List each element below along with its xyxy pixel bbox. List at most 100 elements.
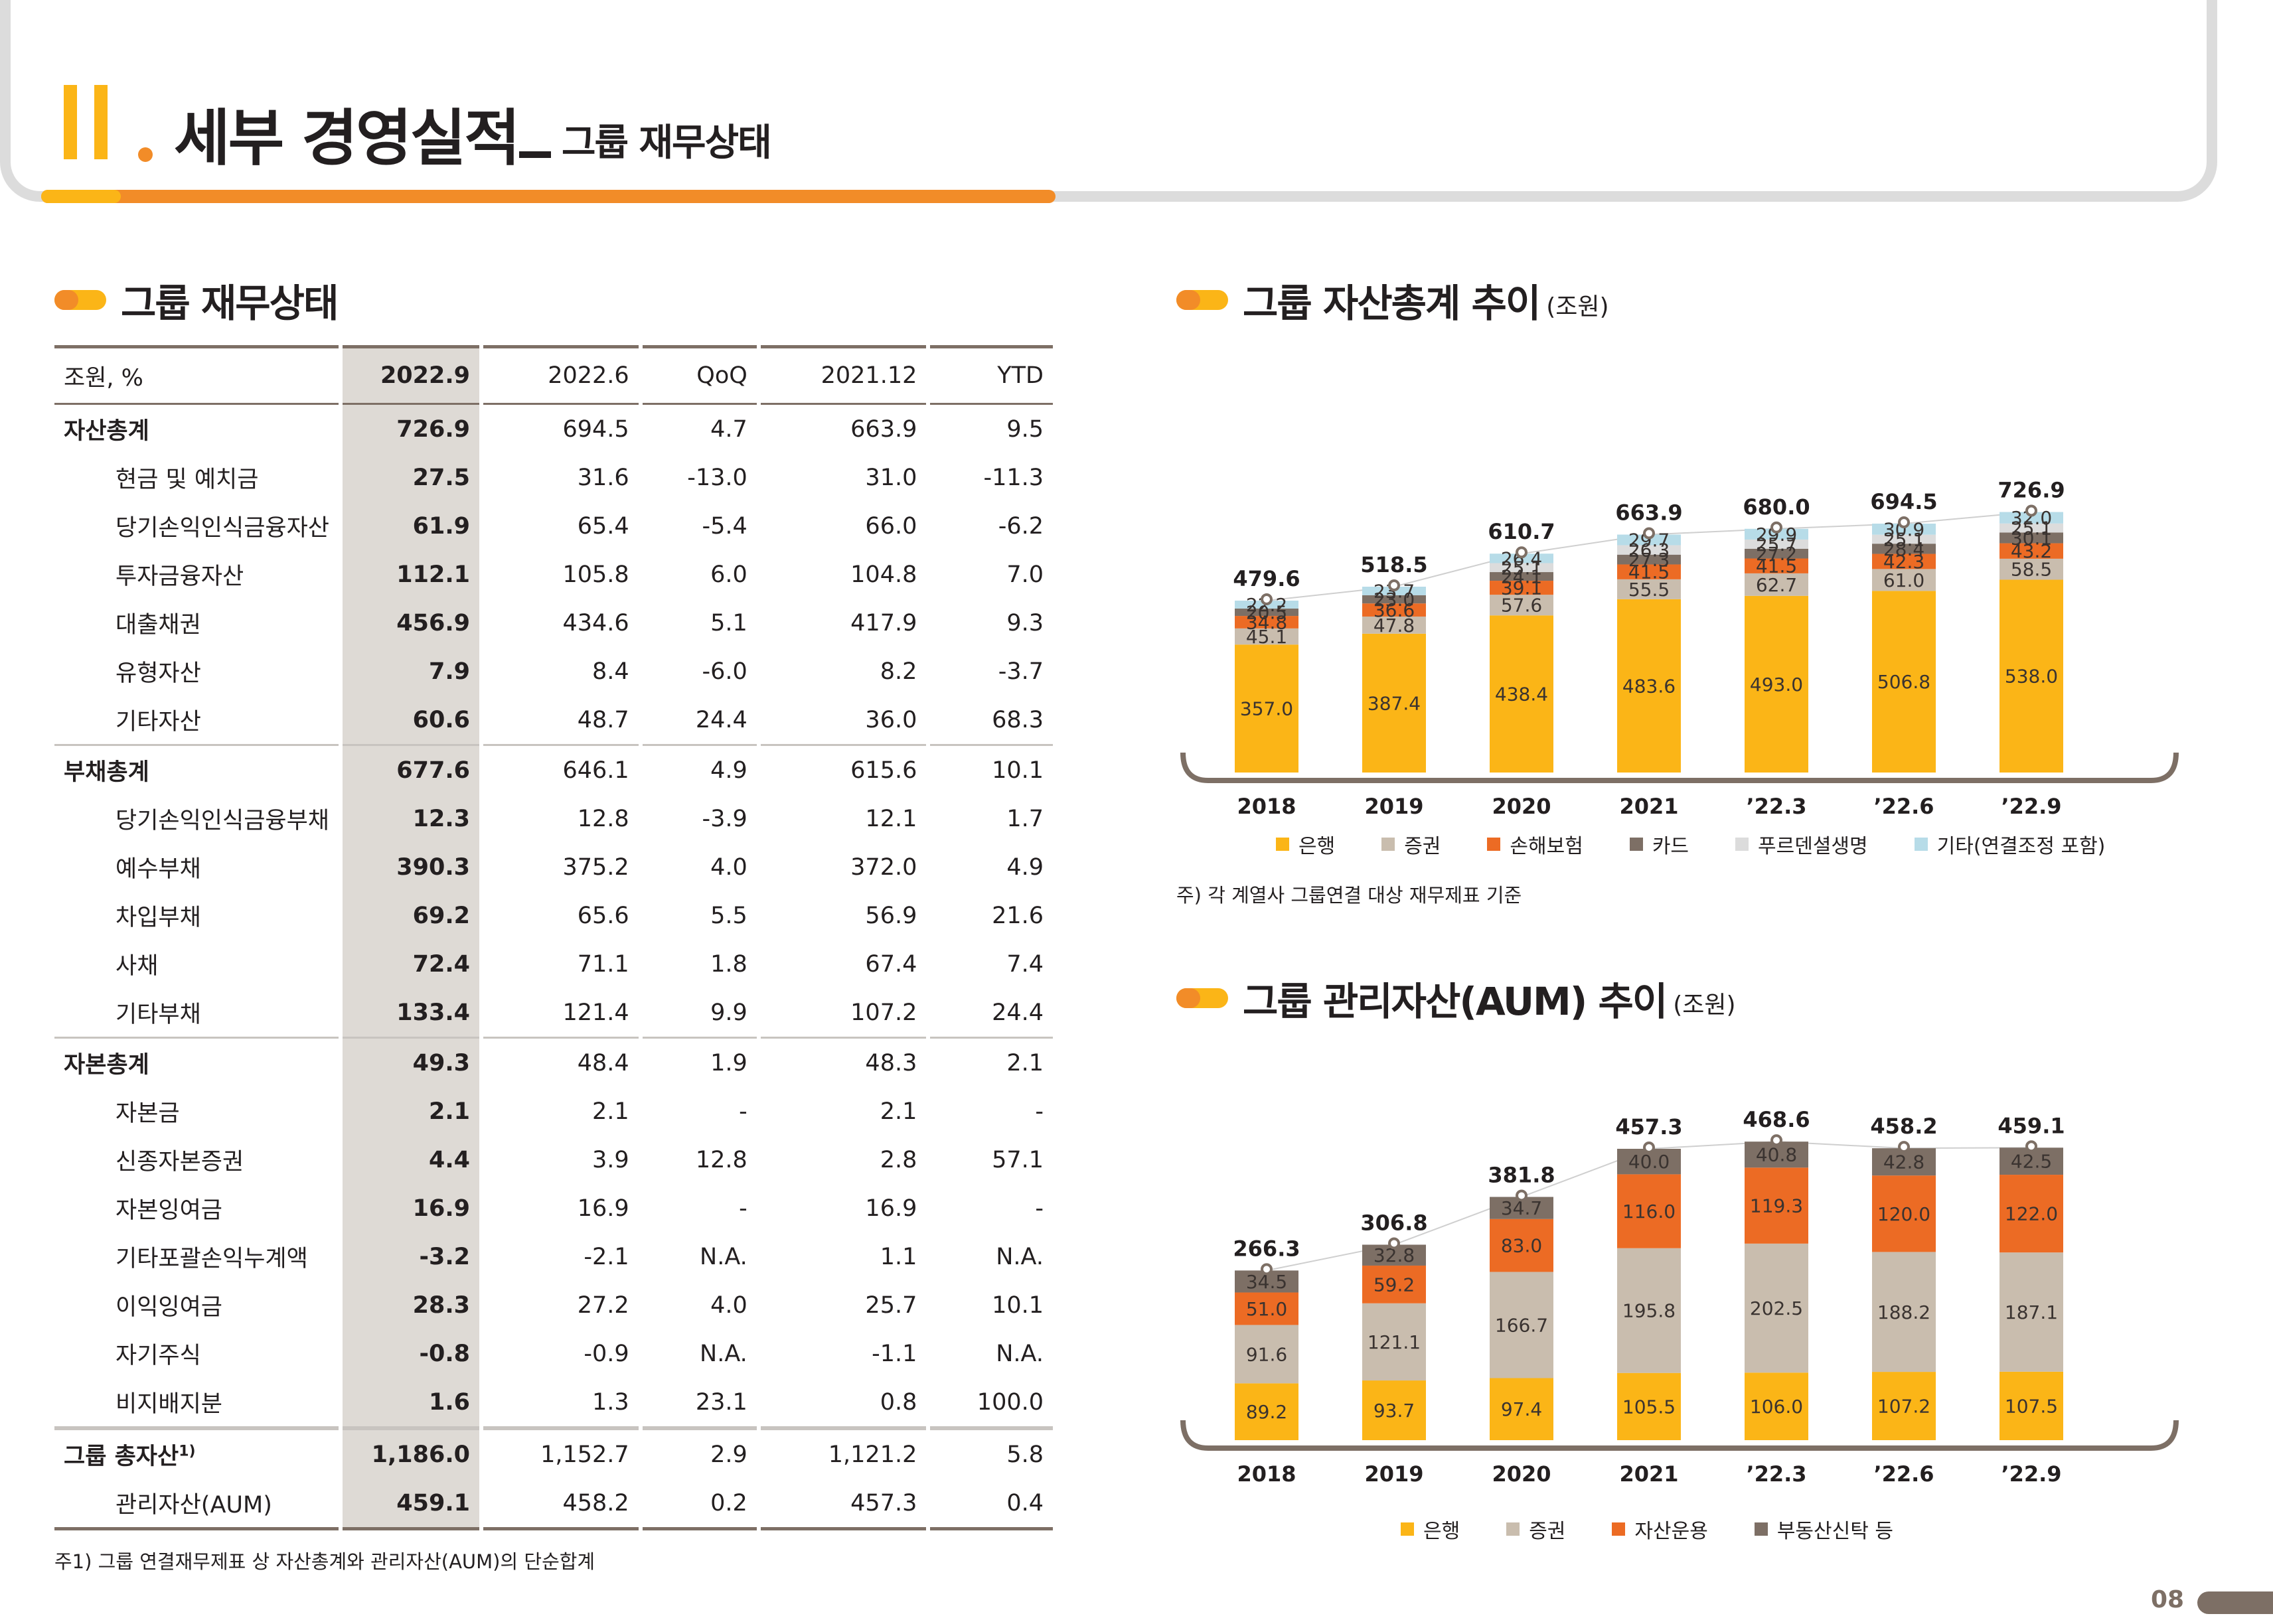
data-label: 39.1 (1501, 577, 1542, 599)
x-tick-label: 2019 (1364, 794, 1423, 816)
table-row: 당기손익인식금융자산 61.9 65.4 -5.4 66.0 -6.2 (54, 502, 1053, 550)
data-label: 20.5 (1246, 602, 1287, 624)
total-label: 694.5 (1870, 489, 1937, 514)
data-label: 43.2 (2011, 540, 2052, 562)
table-row: 관리자산(AUM) 459.1 458.2 0.2 457.3 0.4 (54, 1479, 1053, 1530)
row-value: 0.8 (756, 1378, 929, 1428)
table-row: 기타자산 60.6 48.7 24.4 36.0 68.3 (54, 696, 1053, 745)
row-value: 615.6 (756, 744, 929, 794)
bar-segment (1999, 558, 2063, 580)
section-pill-icon (1176, 290, 1228, 310)
legend-swatch (1276, 838, 1289, 851)
bar-segment (1617, 534, 1681, 546)
bar-segment (1999, 512, 2063, 524)
header-accent-bar (41, 190, 1056, 203)
legend-label: 손해보험 (1510, 835, 1583, 858)
legend-swatch (1754, 1522, 1768, 1536)
asset-chart-unit: (조원) (1546, 293, 1609, 321)
bar-segment (1235, 609, 1298, 617)
table-row: 자본총계 49.3 48.4 1.9 48.3 2.1 (54, 1037, 1053, 1087)
row-value: 7.4 (926, 940, 1053, 988)
data-label: 36.6 (1373, 599, 1415, 621)
row-value: 16.9 (479, 1184, 641, 1232)
row-value: 6.0 (638, 550, 759, 599)
data-label: 55.5 (1628, 579, 1670, 601)
row-label: 관리자산(AUM) (54, 1479, 341, 1530)
data-label: 493.0 (1750, 674, 1803, 696)
data-label: 357.0 (1240, 698, 1293, 720)
total-marker (1261, 1263, 1273, 1276)
total-label: 459.1 (1998, 1113, 2065, 1138)
row-value: 16.9 (756, 1184, 929, 1232)
legend-item: 기타(연결조정 포함) (1914, 830, 2106, 859)
row-label: 대출채권 (116, 612, 201, 638)
row-value: 1,121.2 (756, 1426, 929, 1479)
row-value: 67.4 (756, 940, 929, 988)
legend-item: 자산운용 (1612, 1514, 1708, 1544)
data-label: 24.1 (1501, 566, 1542, 588)
data-label: 387.4 (1368, 692, 1421, 714)
legend-item: 손해보험 (1487, 830, 1583, 859)
bar-segment (1235, 1383, 1298, 1440)
row-value: 390.3 (339, 843, 482, 891)
bar-segment (1745, 528, 1808, 540)
row-value: 434.6 (479, 599, 641, 647)
row-value: 2.1 (926, 1037, 1053, 1087)
row-value: 69.2 (339, 891, 482, 940)
row-label: 기타포괄손익누계액 (116, 1246, 308, 1272)
legend-item: 은행 (1276, 830, 1335, 859)
bar-segment (1617, 599, 1681, 773)
data-label: 23.0 (1373, 589, 1415, 611)
row-label: 부채총계 (54, 744, 341, 794)
legend-swatch (1914, 838, 1928, 851)
bar-segment (1617, 564, 1681, 579)
row-value: 71.1 (479, 940, 641, 988)
asset-chart-title: 그룹 자산총계 추이 (1243, 281, 1541, 326)
data-label: 30.1 (2011, 527, 2052, 549)
table-row: 당기손익인식금융부채 12.3 12.8 -3.9 12.1 1.7 (54, 794, 1053, 843)
legend-label: 기타(연결조정 포함) (1936, 835, 2106, 858)
row-label: 기타자산 (116, 709, 201, 735)
table-header-col: QoQ (638, 345, 759, 405)
data-label: 166.7 (1495, 1314, 1548, 1336)
row-value: 3.9 (479, 1136, 641, 1184)
table-header-col: YTD (926, 345, 1053, 405)
row-value: 1,152.7 (479, 1426, 641, 1479)
table-header-unit: 조원, % (54, 345, 341, 405)
legend-label: 은행 (1423, 1520, 1460, 1543)
row-value: 31.0 (756, 453, 929, 502)
row-label: 비지배지분 (116, 1391, 223, 1418)
total-marker (2025, 1140, 2037, 1153)
row-value: 49.3 (339, 1037, 482, 1087)
legend-label: 자산운용 (1634, 1520, 1708, 1543)
row-value: 458.2 (479, 1479, 641, 1530)
legend-item: 은행 (1401, 1514, 1460, 1544)
bar-segment (1872, 1252, 1936, 1372)
row-label: 당기손익인식금융자산 (116, 515, 330, 542)
total-marker (1770, 521, 1782, 534)
data-label: 61.0 (1883, 569, 1924, 591)
bar-segment (1745, 548, 1808, 559)
row-value: 417.9 (756, 599, 929, 647)
row-value: 16.9 (339, 1184, 482, 1232)
row-value: 100.0 (926, 1378, 1053, 1428)
row-value: 8.4 (479, 647, 641, 696)
row-value: 133.4 (339, 988, 482, 1038)
bar-segment (1362, 616, 1426, 634)
total-label: 726.9 (1998, 477, 2065, 502)
bar-segment (1999, 579, 2063, 773)
row-value: 12.8 (638, 1136, 759, 1184)
row-value: -6.2 (926, 502, 1053, 550)
data-label: 41.5 (1756, 555, 1797, 577)
row-label: 사채 (116, 953, 159, 980)
row-value: 677.6 (339, 744, 482, 794)
total-marker (2025, 504, 2037, 517)
row-value: 66.0 (756, 502, 929, 550)
bar-segment (1745, 1243, 1808, 1373)
row-value: 1.3 (479, 1378, 641, 1428)
bar-segment (1999, 1175, 2063, 1253)
legend-label: 부동산신탁 등 (1776, 1520, 1893, 1543)
row-value: 646.1 (479, 744, 641, 794)
table-header-col: 2022.9 (339, 345, 482, 405)
bar-segment (1745, 573, 1808, 596)
